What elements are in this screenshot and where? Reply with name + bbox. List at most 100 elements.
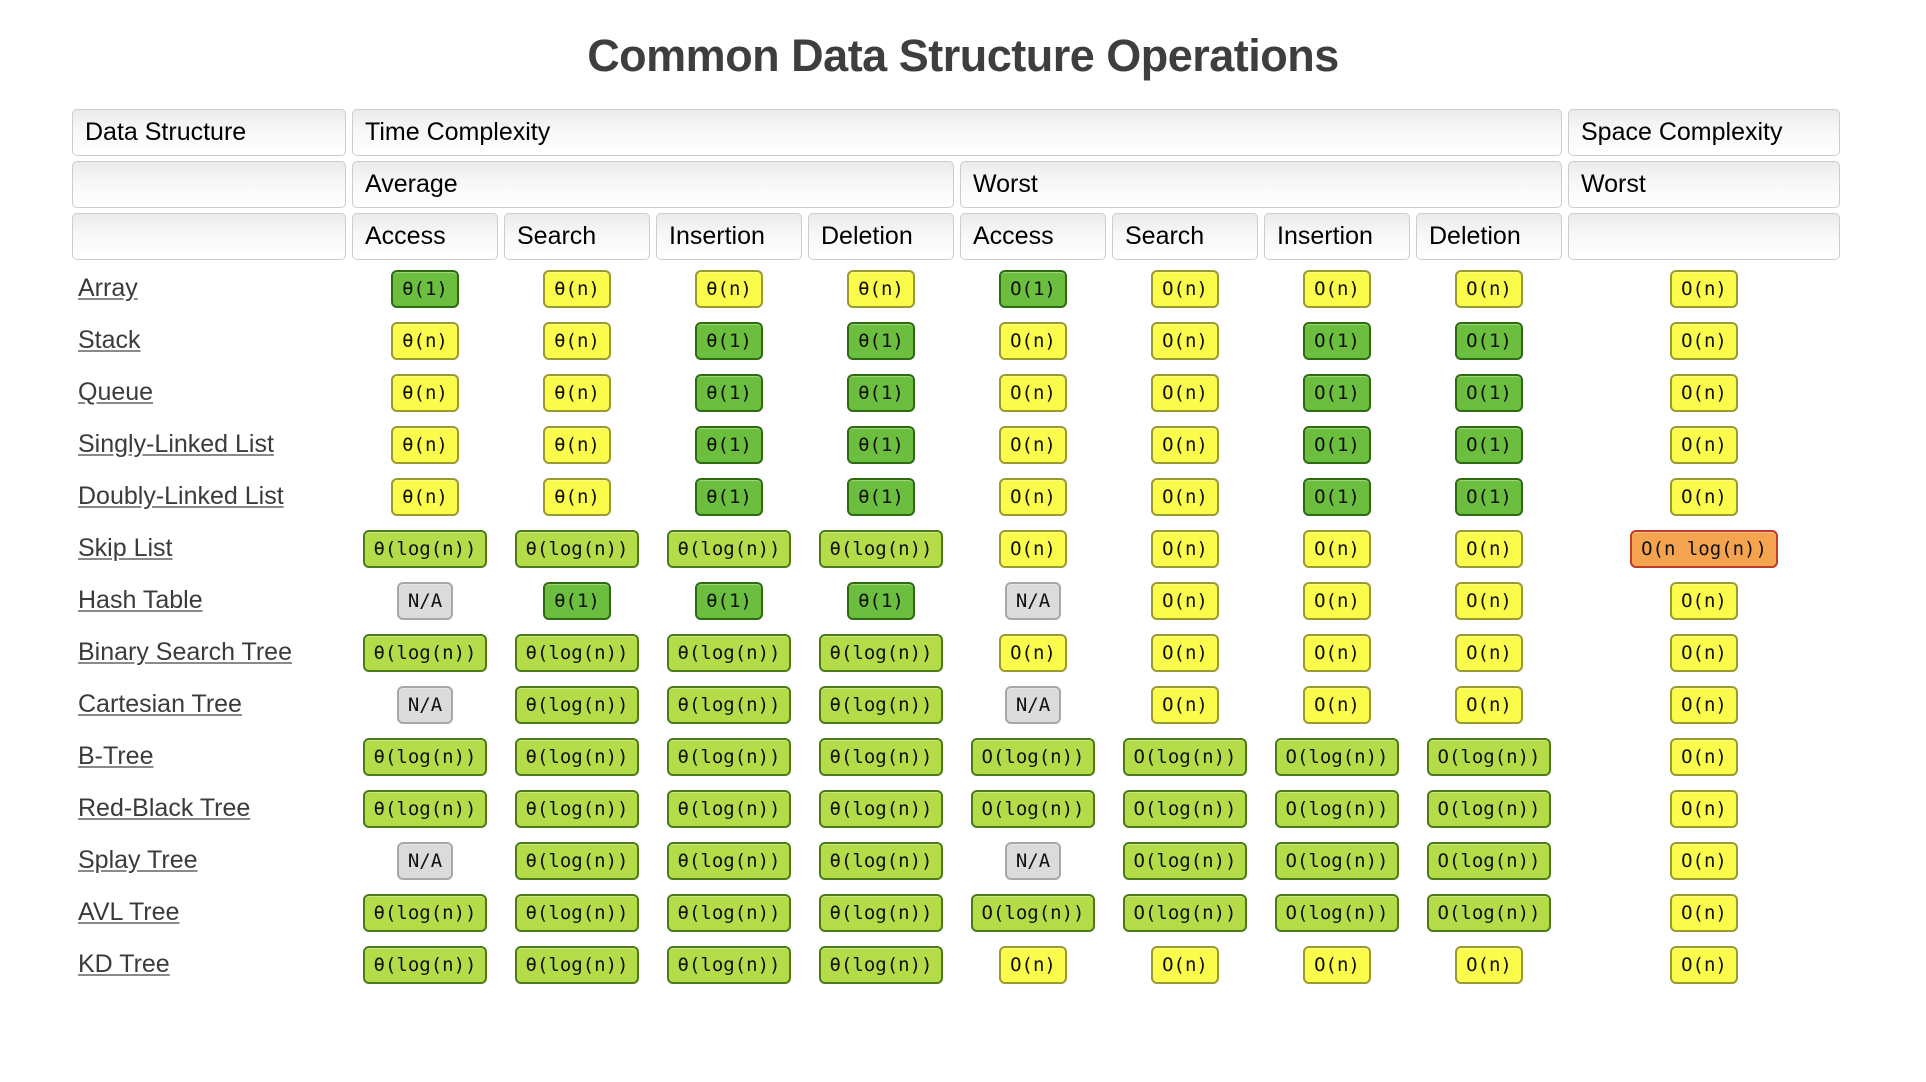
data-structure-link[interactable]: B-Tree — [78, 742, 154, 770]
data-structure-link[interactable]: Splay Tree — [78, 846, 198, 874]
data-structure-cell: Stack — [72, 317, 346, 364]
space-complexity-cell: O(n) — [1568, 733, 1840, 780]
data-structure-link[interactable]: Cartesian Tree — [78, 690, 242, 718]
time-complexity-cell: θ(log(n)) — [808, 525, 954, 572]
time-complexity-cell: N/A — [352, 837, 498, 884]
time-complexity-cell: N/A — [960, 681, 1106, 728]
complexity-badge: θ(log(n)) — [362, 737, 488, 776]
space-complexity-cell: O(n) — [1568, 889, 1840, 936]
complexity-badge: θ(log(n)) — [362, 945, 488, 984]
complexity-badge: θ(log(n)) — [514, 633, 640, 672]
data-structure-link[interactable]: Array — [78, 274, 138, 302]
time-complexity-cell: O(n) — [960, 473, 1106, 520]
complexity-badge: θ(log(n)) — [514, 737, 640, 776]
data-structure-link[interactable]: Hash Table — [78, 586, 203, 614]
complexity-badge: θ(log(n)) — [818, 945, 944, 984]
complexity-badge: O(n) — [1455, 633, 1523, 672]
data-structure-cell: Array — [72, 265, 346, 312]
complexity-badge: O(n) — [1670, 737, 1738, 776]
time-complexity-cell: θ(1) — [808, 369, 954, 416]
table-row: Array θ(1) θ(n) θ(n) θ(n) O(1) O(n) O(n) O(n) O(n… — [72, 265, 1840, 312]
complexity-badge: θ(n) — [543, 477, 611, 516]
complexity-badge: θ(log(n)) — [514, 893, 640, 932]
time-complexity-cell: θ(1) — [656, 317, 802, 364]
complexity-badge: θ(n) — [543, 373, 611, 412]
data-structure-link[interactable]: Stack — [78, 326, 141, 354]
data-structure-link[interactable]: AVL Tree — [78, 898, 180, 926]
complexity-badge: θ(n) — [543, 425, 611, 464]
complexity-badge: θ(n) — [543, 269, 611, 308]
complexity-badge: θ(log(n)) — [666, 737, 792, 776]
time-complexity-cell: θ(log(n)) — [656, 837, 802, 884]
time-complexity-cell: N/A — [960, 837, 1106, 884]
complexity-badge: θ(n) — [391, 373, 459, 412]
time-complexity-cell: θ(n) — [352, 317, 498, 364]
complexity-badge: O(n) — [1303, 945, 1371, 984]
data-structure-cell: Singly-Linked List — [72, 421, 346, 468]
complexity-badge: O(n) — [999, 321, 1067, 360]
complexity-badge: O(n) — [999, 633, 1067, 672]
time-complexity-cell: O(n) — [960, 369, 1106, 416]
complexity-badge: O(n) — [1670, 477, 1738, 516]
header-average: Average — [352, 161, 954, 208]
time-complexity-cell: O(log(n)) — [1112, 733, 1258, 780]
time-complexity-cell: O(1) — [1416, 421, 1562, 468]
data-structure-link[interactable]: Queue — [78, 378, 154, 406]
time-complexity-cell: O(n) — [1416, 941, 1562, 988]
time-complexity-cell: O(1) — [960, 265, 1106, 312]
space-complexity-cell: O(n) — [1568, 941, 1840, 988]
data-structure-link[interactable]: Red-Black Tree — [78, 794, 251, 822]
complexity-badge: O(1) — [1455, 321, 1523, 360]
data-structure-link[interactable]: Singly-Linked List — [78, 430, 274, 458]
complexity-badge: O(n) — [1670, 945, 1738, 984]
complexity-badge: O(n) — [1455, 581, 1523, 620]
time-complexity-cell: θ(log(n)) — [352, 889, 498, 936]
header-worst-time: Worst — [960, 161, 1562, 208]
complexity-badge: O(1) — [1455, 477, 1523, 516]
complexity-badge: O(n) — [1151, 477, 1219, 516]
complexity-badge: O(log(n)) — [1122, 893, 1248, 932]
time-complexity-cell: θ(n) — [504, 265, 650, 312]
space-complexity-cell: O(n log(n)) — [1568, 525, 1840, 572]
time-complexity-cell: O(n) — [1264, 941, 1410, 988]
table-row: Stack θ(n) θ(n) θ(1) θ(1) O(n) O(n) O(1) O(1) O(n… — [72, 317, 1840, 364]
time-complexity-cell: O(log(n)) — [1264, 837, 1410, 884]
complexity-badge: O(n log(n)) — [1630, 529, 1778, 568]
time-complexity-cell: N/A — [352, 577, 498, 624]
time-complexity-cell: O(1) — [1416, 317, 1562, 364]
space-complexity-cell: O(n) — [1568, 629, 1840, 676]
time-complexity-cell: O(n) — [1112, 941, 1258, 988]
complexity-badge: θ(1) — [543, 581, 611, 620]
time-complexity-cell: O(1) — [1416, 473, 1562, 520]
data-structure-link[interactable]: KD Tree — [78, 950, 170, 978]
header-data-structure: Data Structure — [72, 109, 346, 156]
time-complexity-cell: O(1) — [1264, 421, 1410, 468]
complexity-badge: O(log(n)) — [970, 893, 1096, 932]
header-space-complexity: Space Complexity — [1568, 109, 1840, 156]
complexity-badge: O(n) — [1670, 373, 1738, 412]
complexity-badge: θ(log(n)) — [362, 529, 488, 568]
time-complexity-cell: θ(log(n)) — [504, 629, 650, 676]
time-complexity-cell: O(n) — [1264, 577, 1410, 624]
complexity-badge: N/A — [1004, 841, 1062, 880]
complexity-badge: θ(log(n)) — [818, 893, 944, 932]
complexity-badge: N/A — [1004, 685, 1062, 724]
data-structure-link[interactable]: Binary Search Tree — [78, 638, 292, 666]
complexity-badge: θ(log(n)) — [818, 841, 944, 880]
table-row: Hash Table N/A θ(1) θ(1) θ(1) N/A O(n) O(n) O(n)… — [72, 577, 1840, 624]
header-empty-cell — [1568, 213, 1840, 260]
time-complexity-cell: O(log(n)) — [1112, 889, 1258, 936]
complexity-badge: θ(1) — [847, 425, 915, 464]
header-op-insertion-worst: Insertion — [1264, 213, 1410, 260]
header-worst-space: Worst — [1568, 161, 1840, 208]
data-structure-link[interactable]: Skip List — [78, 534, 173, 562]
time-complexity-cell: θ(log(n)) — [656, 629, 802, 676]
header-op-deletion-worst: Deletion — [1416, 213, 1562, 260]
space-complexity-cell: O(n) — [1568, 473, 1840, 520]
time-complexity-cell: θ(log(n)) — [504, 941, 650, 988]
data-structure-cell: Skip List — [72, 525, 346, 572]
complexity-badge: θ(log(n)) — [666, 789, 792, 828]
complexity-badge: O(n) — [1303, 633, 1371, 672]
data-structure-link[interactable]: Doubly-Linked List — [78, 482, 284, 510]
complexity-badge: O(n) — [1670, 893, 1738, 932]
